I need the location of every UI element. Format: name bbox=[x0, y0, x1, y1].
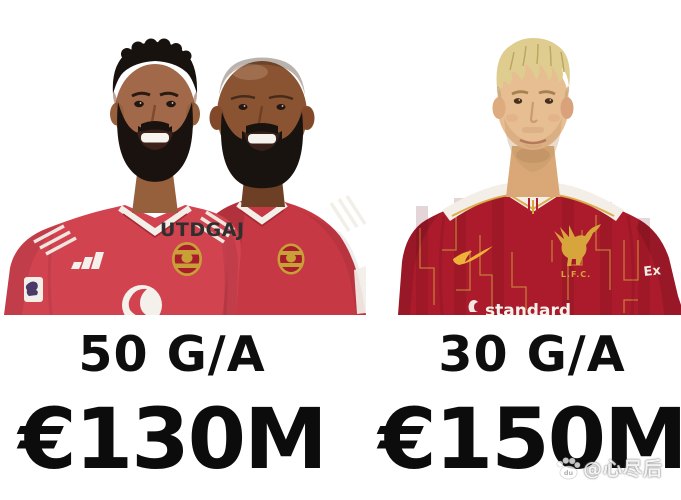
jersey-tonal-stripes bbox=[416, 196, 650, 315]
utdgaj-watermark: UTDGAJ bbox=[160, 219, 245, 241]
liver-bird-crest-icon: L.F.C. bbox=[554, 224, 601, 279]
curly-hair bbox=[112, 38, 198, 94]
footer-watermark-text: @心尽后 bbox=[583, 458, 664, 480]
premier-league-lion-patch-icon bbox=[24, 277, 43, 302]
blond-hair bbox=[496, 38, 570, 100]
manchester-united-crest-icon bbox=[277, 243, 305, 275]
manchester-united-crest-icon bbox=[172, 242, 202, 276]
player-blond-figure: L.F.C. standard Ex bbox=[398, 38, 681, 315]
collar-ribbing bbox=[528, 198, 538, 214]
sponsor-text: standard bbox=[485, 301, 571, 315]
liverpool-player-photo: L.F.C. standard Ex bbox=[398, 38, 681, 315]
adidas-stripes-icon bbox=[33, 210, 235, 256]
left-transfer-price: €130M bbox=[18, 390, 327, 488]
player-bald-figure bbox=[196, 57, 367, 315]
right-goals-assists-stat: 30 G/A bbox=[438, 326, 626, 383]
standard-chartered-sponsor: standard bbox=[468, 300, 571, 315]
lfc-crest-text: L.F.C. bbox=[561, 270, 591, 279]
paw-icon: du bbox=[556, 457, 581, 480]
paw-label: du bbox=[564, 469, 574, 477]
snapdragon-logo-icon bbox=[122, 285, 162, 315]
player-curly-figure bbox=[4, 38, 241, 315]
adidas-logo-icon bbox=[71, 252, 104, 269]
right-transfer-price: €150M bbox=[378, 390, 681, 488]
adidas-stripes-icon bbox=[329, 195, 367, 232]
man-united-players-photo bbox=[4, 38, 367, 315]
nike-swoosh-icon bbox=[453, 246, 493, 265]
sleeve-partner-text: Ex bbox=[643, 263, 662, 280]
footer-watermark: du @心尽后 bbox=[555, 454, 663, 481]
left-goals-assists-stat: 50 G/A bbox=[78, 326, 266, 383]
jersey-pattern-lines bbox=[419, 215, 639, 313]
